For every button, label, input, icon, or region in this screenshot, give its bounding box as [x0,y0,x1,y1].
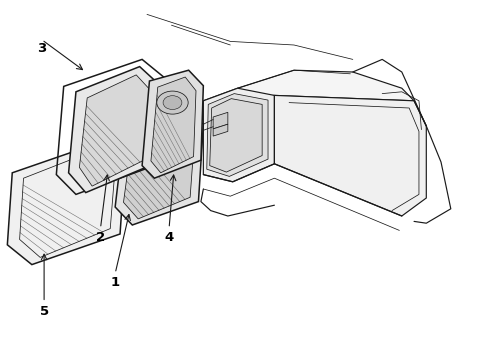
Text: 4: 4 [165,231,173,244]
Polygon shape [79,75,151,186]
Polygon shape [213,112,228,129]
Polygon shape [69,67,159,193]
Polygon shape [7,144,125,265]
Polygon shape [274,95,426,216]
Polygon shape [203,88,274,182]
Polygon shape [115,108,203,225]
Polygon shape [213,124,228,136]
Text: 5: 5 [40,305,49,318]
Text: 2: 2 [96,231,105,244]
Polygon shape [142,70,203,178]
Circle shape [157,91,188,114]
Circle shape [163,96,182,109]
Text: 3: 3 [37,42,46,55]
Polygon shape [123,116,195,219]
Polygon shape [203,70,414,101]
Polygon shape [151,77,196,173]
Text: 1: 1 [111,276,120,289]
Polygon shape [210,99,262,172]
Polygon shape [207,94,268,176]
